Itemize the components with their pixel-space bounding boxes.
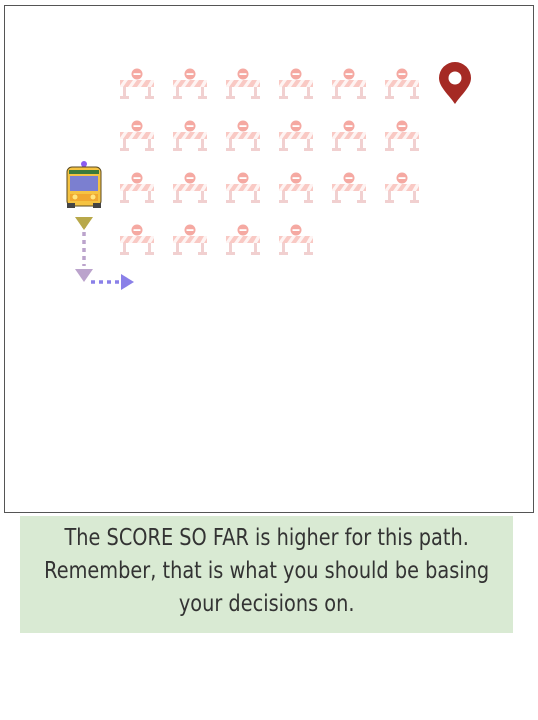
road-barrier-icon (278, 224, 313, 255)
road-barrier-icon (384, 68, 419, 99)
road-barrier-icon (331, 120, 366, 151)
road-barrier-icon (384, 172, 419, 203)
road-barrier-icon (278, 120, 313, 151)
game-board (4, 5, 534, 513)
road-barrier-icon (119, 120, 154, 151)
map-pin-icon (439, 62, 471, 104)
road-barrier-icon (172, 120, 207, 151)
feedback-message-box: The SCORE SO FAR is higher for this path… (20, 516, 513, 633)
road-barrier-icon (331, 68, 366, 99)
arrow-down-second (75, 269, 93, 282)
path-trail (82, 224, 121, 284)
road-barrier-icon (225, 68, 260, 99)
arrow-right (121, 274, 134, 290)
road-barrier-icon (225, 120, 260, 151)
arrow-down-first (75, 217, 93, 230)
road-barrier-icon (172, 224, 207, 255)
road-barrier-icon (225, 224, 260, 255)
road-barrier-icon (119, 224, 154, 255)
road-barrier-icon (331, 172, 366, 203)
road-barrier-icon (225, 172, 260, 203)
barrier-grid (119, 68, 419, 255)
road-barrier-icon (119, 68, 154, 99)
game-canvas (66, 62, 471, 290)
feedback-message: The SCORE SO FAR is higher for this path… (43, 525, 490, 617)
road-barrier-icon (278, 68, 313, 99)
road-barrier-icon (172, 68, 207, 99)
road-barrier-icon (384, 120, 419, 151)
road-barrier-icon (172, 172, 207, 203)
road-barrier-icon (119, 172, 154, 203)
bus-icon (66, 161, 102, 208)
road-barrier-icon (278, 172, 313, 203)
